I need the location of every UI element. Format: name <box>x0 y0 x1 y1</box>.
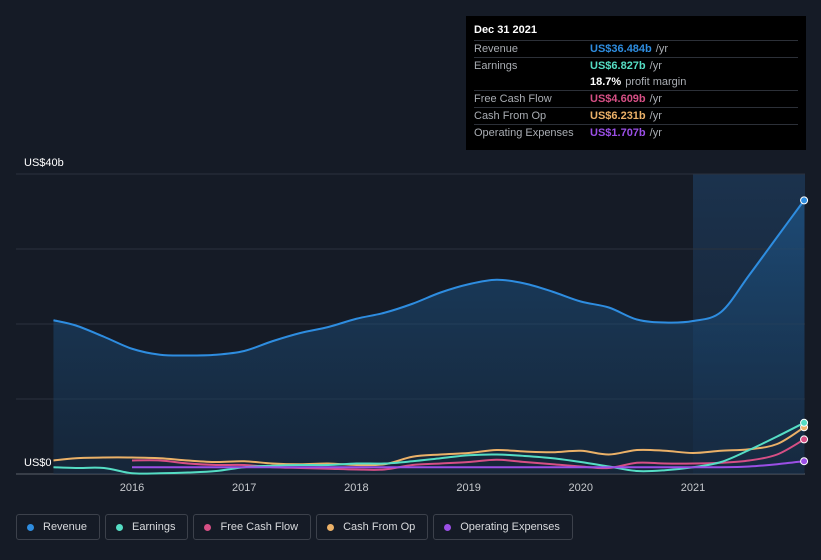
tooltip-row: Revenue US$36.484b/yr <box>474 40 798 57</box>
revenue-line <box>53 199 805 357</box>
tooltip-unit: /yr <box>649 127 662 139</box>
tooltip-unit: profit margin <box>625 76 687 88</box>
revenue-area <box>53 200 805 474</box>
tooltip-row: Cash From Op US$6.231b/yr <box>474 107 798 124</box>
operating-expenses-end-marker <box>800 457 809 466</box>
legend-label: Revenue <box>43 521 88 533</box>
cash-from-op-line <box>53 426 805 467</box>
tooltip-row: Free Cash Flow US$4.609b/yr <box>474 90 798 107</box>
legend-label: Earnings <box>132 521 176 533</box>
tooltip-label: Free Cash Flow <box>474 93 552 105</box>
revenue-end-marker <box>800 196 809 205</box>
x-tick-label: 2016 <box>120 482 144 494</box>
legend: Revenue Earnings Free Cash Flow Cash From O… <box>16 514 573 540</box>
legend-dot-icon <box>444 523 452 531</box>
x-tick-label: 2017 <box>232 482 256 494</box>
tooltip-value: US$1.707b <box>590 127 646 139</box>
legend-dot-icon <box>204 523 212 531</box>
legend-label: Free Cash Flow <box>220 521 299 533</box>
legend-item-free-cash-flow[interactable]: Free Cash Flow <box>193 514 312 540</box>
x-tick-label: 2021 <box>681 482 705 494</box>
tooltip-unit: /yr <box>649 93 662 105</box>
tooltip-date: Dec 31 2021 <box>474 24 537 36</box>
x-axis-ticks: 2016 2017 2018 2019 2020 2021 <box>120 482 705 494</box>
tooltip-value: US$4.609b <box>590 93 646 105</box>
legend-dot-icon <box>27 523 34 531</box>
tooltip-label: Operating Expenses <box>474 127 574 139</box>
tooltip-label: Earnings <box>474 60 518 72</box>
tooltip-row: Operating Expenses US$1.707b/yr <box>474 124 798 141</box>
legend-label: Cash From Op <box>343 521 416 533</box>
tooltip-value: 18.7% <box>590 76 622 88</box>
tooltip-unit: /yr <box>649 60 662 72</box>
legend-item-operating-expenses[interactable]: Operating Expenses <box>433 514 573 540</box>
legend-label: Operating Expenses <box>460 521 560 533</box>
tooltip-label: Revenue <box>474 43 519 55</box>
earnings-line <box>53 421 805 475</box>
tooltip-value: US$36.484b <box>590 43 652 55</box>
series-layer <box>53 196 809 475</box>
y-axis-top-label: US$40b <box>24 157 64 169</box>
operating-expenses-line <box>132 460 805 469</box>
earnings-end-marker <box>800 418 809 427</box>
legend-dot-icon <box>116 523 124 531</box>
legend-item-earnings[interactable]: Earnings <box>105 514 189 540</box>
free-cash-flow-end-marker <box>800 435 809 444</box>
tooltip-unit: /yr <box>649 110 662 122</box>
tooltip-value: US$6.827b <box>590 60 646 72</box>
legend-dot-icon <box>327 523 335 531</box>
tooltip-unit: /yr <box>655 43 668 55</box>
y-axis-bottom-label: US$0 <box>24 457 52 469</box>
tooltip-row: Earnings US$6.827b/yr <box>474 57 798 74</box>
tooltip-label: Cash From Op <box>474 110 547 122</box>
x-tick-label: 2018 <box>344 482 368 494</box>
x-tick-label: 2019 <box>456 482 480 494</box>
tooltip-row: 18.7% profit margin <box>474 74 798 90</box>
legend-item-cash-from-op[interactable]: Cash From Op <box>316 514 429 540</box>
free-cash-flow-line <box>131 438 805 471</box>
legend-item-revenue[interactable]: Revenue <box>16 514 101 540</box>
x-tick-label: 2020 <box>569 482 593 494</box>
tooltip: Dec 31 2021 Revenue US$36.484b/yr Earnings… <box>466 16 806 150</box>
tooltip-value: US$6.231b <box>590 110 646 122</box>
